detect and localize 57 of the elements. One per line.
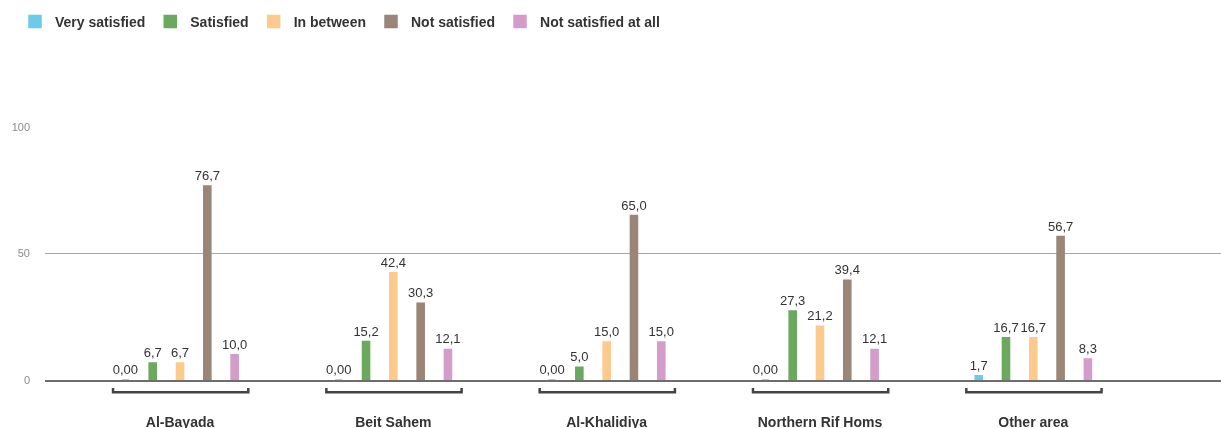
bar — [443, 348, 453, 380]
data-label: 0,00 — [539, 362, 565, 377]
data-label: 56,7 — [1047, 218, 1074, 234]
x-tick-label: Northern Rif Homs — [757, 413, 883, 428]
bar — [575, 366, 584, 380]
bar — [1028, 337, 1038, 380]
data-label: 65,0 — [621, 197, 647, 213]
data-label: 5,0 — [570, 349, 589, 365]
data-label: 8,3 — [1078, 341, 1097, 356]
bar — [1056, 235, 1065, 380]
data-label: 12,1 — [435, 331, 461, 347]
data-label: 21,2 — [807, 308, 833, 324]
bar — [1001, 337, 1011, 380]
bar — [788, 310, 797, 380]
data-label: 6,7 — [143, 345, 162, 361]
data-label: 15,2 — [353, 323, 379, 339]
bar — [870, 348, 879, 380]
y-tick-label: 100 — [11, 120, 30, 133]
legend-label: Satisfied — [190, 14, 249, 31]
x-tick-label: Beit Sahem — [355, 413, 432, 428]
data-label: 12,1 — [861, 331, 888, 347]
bar — [602, 341, 611, 380]
bar — [974, 374, 983, 380]
data-label: 0,00 — [752, 362, 779, 377]
data-label: 76,7 — [194, 167, 220, 183]
bar — [656, 341, 666, 380]
data-label: 16,7 — [1020, 319, 1046, 335]
legend-label: In between — [293, 14, 366, 31]
data-label: 6,7 — [170, 345, 190, 361]
data-label: 10,0 — [221, 336, 248, 352]
legend-label: Not satisfied at all — [540, 14, 660, 31]
bar — [389, 271, 398, 380]
data-label: 16,7 — [993, 319, 1019, 335]
y-tick-label: 0 — [23, 373, 30, 386]
data-label: 27,3 — [780, 292, 806, 308]
bar — [230, 353, 239, 380]
bar — [1083, 358, 1093, 380]
bar — [148, 362, 158, 380]
data-label: 42,4 — [380, 254, 406, 270]
legend-label: Not satisfied — [411, 14, 496, 31]
bar — [842, 279, 852, 380]
x-tick-label: Other area — [998, 413, 1069, 428]
data-label: 15,0 — [648, 324, 674, 340]
bar — [815, 325, 825, 380]
bar — [416, 302, 425, 380]
bar — [361, 340, 371, 380]
data-label: 39,4 — [834, 262, 860, 278]
bar — [175, 362, 185, 380]
y-tick-label: 50 — [17, 247, 30, 260]
bar — [629, 214, 639, 380]
data-label: 15,0 — [594, 324, 620, 340]
data-label: 0,00 — [112, 362, 139, 377]
data-label: 30,3 — [407, 285, 434, 301]
data-label: 1,7 — [969, 357, 988, 373]
bar — [203, 185, 212, 380]
data-label: 0,00 — [326, 362, 352, 377]
legend-label: Very satisfied — [55, 14, 146, 31]
